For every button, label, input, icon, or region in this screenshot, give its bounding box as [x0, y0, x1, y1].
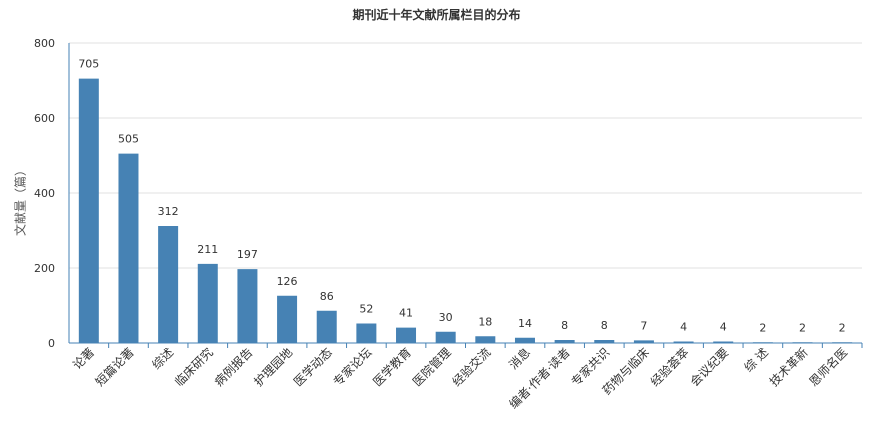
- bar-value-label: 197: [237, 248, 258, 261]
- bar-value-label: 312: [158, 205, 179, 218]
- bar-value-label: 14: [518, 317, 532, 330]
- bar: [316, 310, 337, 343]
- bar: [514, 337, 535, 343]
- bar: [475, 336, 496, 343]
- x-tick-label: 临床研究: [171, 345, 216, 390]
- x-tick-label: 经验荟萃: [647, 345, 692, 390]
- x-tick-label: 综述: [149, 345, 176, 372]
- bar: [713, 341, 734, 343]
- bar-value-label: 505: [118, 133, 139, 146]
- bar-value-label: 52: [359, 303, 373, 316]
- x-tick-label: 医学动态: [290, 345, 335, 390]
- bar: [237, 269, 258, 343]
- bar: [792, 342, 813, 343]
- bar-value-label: 4: [680, 321, 687, 334]
- bar: [435, 331, 456, 343]
- bar: [158, 226, 179, 343]
- x-tick-label: 会议纪要: [687, 345, 731, 389]
- bar: [197, 263, 218, 343]
- bar: [832, 342, 853, 343]
- bar-value-label: 2: [839, 321, 846, 334]
- x-tick-label: 论著: [70, 345, 97, 372]
- x-tick-label: 护理园地: [251, 345, 295, 389]
- bar-value-label: 41: [399, 307, 413, 320]
- bar: [78, 78, 99, 343]
- bar: [673, 341, 694, 343]
- bar-value-label: 18: [478, 315, 492, 328]
- y-tick-label: 0: [48, 337, 55, 350]
- bar: [633, 340, 654, 343]
- x-tick-label: 专家论坛: [330, 345, 375, 390]
- x-tick-label: 短篇论著: [92, 345, 137, 390]
- bar-value-label: 126: [277, 275, 298, 288]
- bar-value-label: 4: [720, 321, 727, 334]
- x-tick-label: 恩师名医: [806, 345, 851, 390]
- bar-value-label: 8: [561, 319, 568, 332]
- bar-value-label: 86: [320, 290, 334, 303]
- y-tick-label: 200: [34, 262, 55, 275]
- y-tick-label: 600: [34, 112, 55, 125]
- bar: [554, 340, 575, 343]
- x-tick-label: 综 述: [741, 345, 771, 375]
- bar-value-label: 8: [601, 319, 608, 332]
- bar-value-label: 30: [439, 311, 453, 324]
- bar: [277, 295, 298, 343]
- x-tick-label: 医学教育: [370, 345, 415, 390]
- bar-value-label: 211: [197, 243, 218, 256]
- bar: [752, 342, 773, 343]
- bar-value-label: 2: [799, 321, 806, 334]
- bar-value-label: 7: [640, 319, 647, 332]
- chart-title: 期刊近十年文献所属栏目的分布: [352, 8, 521, 22]
- x-tick-label: 消息: [506, 345, 534, 373]
- x-tick-label: 医院管理: [409, 345, 454, 390]
- bar-value-label: 705: [78, 58, 99, 71]
- y-tick-label: 800: [34, 37, 55, 50]
- bar: [396, 327, 417, 343]
- bar: [118, 153, 139, 343]
- x-tick-label: 技术革新: [766, 345, 811, 390]
- y-tick-label: 400: [34, 187, 55, 200]
- bar-value-label: 2: [759, 321, 766, 334]
- bar: [356, 323, 377, 343]
- x-tick-label: 经验交流: [449, 345, 494, 390]
- x-tick-label: 病例报告: [211, 345, 256, 390]
- bar: [594, 340, 615, 343]
